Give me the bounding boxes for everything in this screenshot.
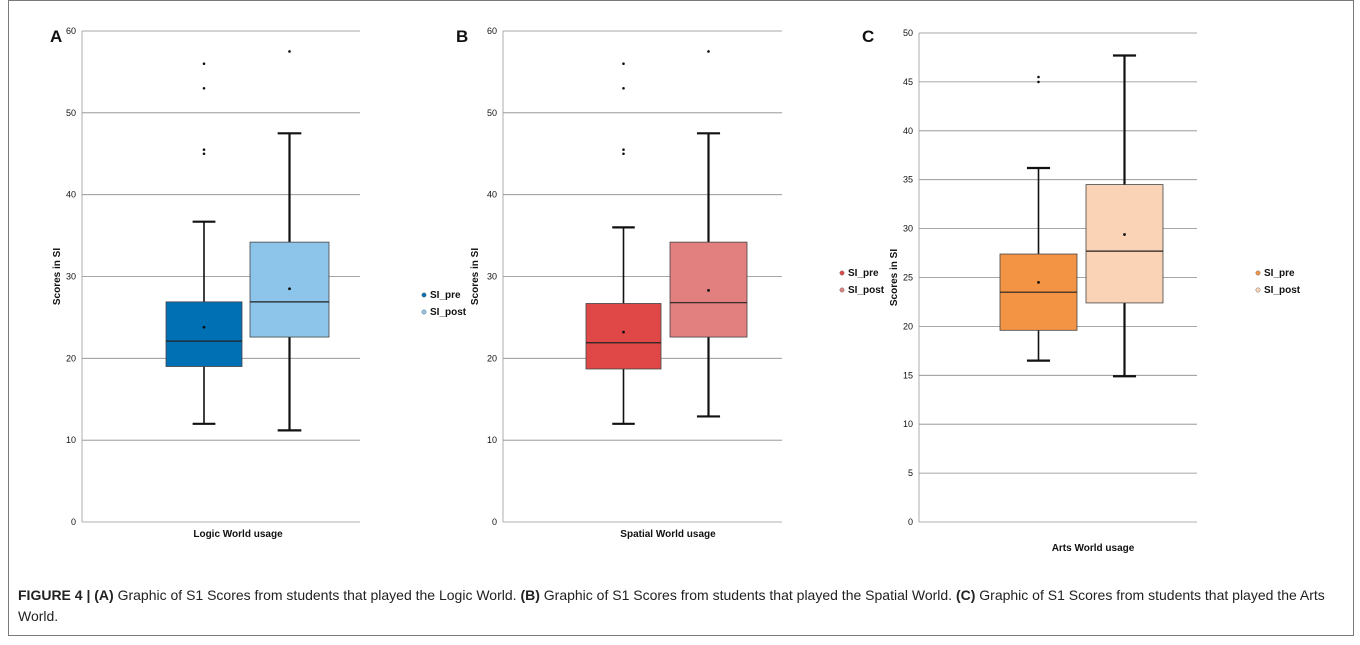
panel-a-ytick-label: 20 <box>66 353 76 363</box>
panel-c-ytick-label: 20 <box>903 321 913 331</box>
panel-a-ytick-label: 60 <box>66 26 76 36</box>
panel-b-x-axis-title: Spatial World usage <box>620 529 716 540</box>
panel-b-ytick-label: 0 <box>492 517 497 527</box>
panel-c-si-pre-outlier <box>1037 75 1040 79</box>
panel-a-si-post-mean-point <box>288 287 291 291</box>
panel-a-ytick-label: 40 <box>66 190 76 200</box>
panel-a-si-post-outlier <box>288 50 291 53</box>
panel-c-ytick-label: 25 <box>903 273 913 283</box>
panel-c-ytick-label: 45 <box>903 77 913 87</box>
panel-c-si-pre-legend-marker <box>1255 270 1261 276</box>
panel-c-si-post-legend-marker <box>1255 287 1261 293</box>
panel-c-ytick-label: 35 <box>903 175 913 185</box>
panel-c-letter: C <box>862 27 874 46</box>
panel-a-letter: A <box>50 27 62 46</box>
panel-b-si-pre-outlier <box>622 148 625 151</box>
panel-b-si-post-legend-marker <box>839 287 845 293</box>
caption-tag-a: (A) <box>94 587 114 603</box>
panel-b-ytick-label: 20 <box>487 353 497 363</box>
panel-b-ytick-label: 10 <box>487 435 497 445</box>
panel-b-ytick-label: 30 <box>487 272 497 282</box>
panel-b-si-post-mean-point <box>707 289 710 292</box>
panel-a-si-post-legend-label: SI_post <box>430 307 467 318</box>
panel-b-si-pre-legend-label: SI_pre <box>848 268 879 279</box>
panel-b-si-pre-outlier <box>622 86 625 90</box>
panel-b-si-post-outlier <box>707 50 710 53</box>
panel-a-si-pre-legend-label: SI_pre <box>430 290 461 301</box>
panel-c-si-pre-mean-point <box>1037 280 1040 284</box>
panel-b-ytick-label: 50 <box>487 108 497 118</box>
panel-c-ytick-label: 15 <box>903 370 913 380</box>
panel-b-si-pre-outlier <box>622 62 625 66</box>
panel-c-ytick-label: 0 <box>908 517 913 527</box>
panel-a-x-axis-title: Logic World usage <box>193 529 283 540</box>
panel-b-ytick-label: 40 <box>487 190 497 200</box>
panel-a-si-pre-outlier <box>202 62 206 66</box>
panel-a-si-pre-mean-point <box>202 325 206 329</box>
panel-b-y-axis-title: Scores in SI <box>470 248 481 305</box>
panel-b-si-post-legend-label: SI_post <box>848 285 885 296</box>
panel-c-si-post-mean-point <box>1123 233 1126 236</box>
panel-b-letter: B <box>456 27 468 46</box>
figure-caption: FIGURE 4 | (A) Graphic of S1 Scores from… <box>18 585 1338 627</box>
panel-a-si-pre-box <box>165 301 243 367</box>
panel-c-ytick-label: 40 <box>903 126 913 136</box>
panel-a-ytick-label: 10 <box>66 435 76 445</box>
panel-c-si-pre-outlier <box>1037 80 1040 84</box>
panel-b-si-pre-mean-point <box>622 330 625 334</box>
panel-a-si-pre-outlier <box>202 152 206 156</box>
panel-c-si-pre-legend-label: SI_pre <box>1264 268 1295 279</box>
panel-c-x-axis-title: Arts World usage <box>1052 543 1135 554</box>
panel-c-si-post-box <box>1085 184 1164 304</box>
caption-tag-b: (B) <box>520 587 540 603</box>
caption-text-a: Graphic of S1 Scores from students that … <box>113 587 521 603</box>
caption-text-b: Graphic of S1 Scores from students that … <box>539 587 956 603</box>
caption-tag-c: (C) <box>955 587 976 603</box>
panel-c-ytick-label: 30 <box>903 224 913 234</box>
caption-lead: FIGURE 4 | <box>18 587 91 603</box>
caption-text-c: Graphic of S1 Scores from students that … <box>18 587 1325 624</box>
panel-a-ytick-label: 30 <box>66 272 76 282</box>
panel-b-si-pre-box <box>585 303 662 370</box>
panel-a-ytick-label: 0 <box>71 517 76 527</box>
panel-c-ytick-label: 5 <box>908 468 913 478</box>
panel-b-si-pre-outlier <box>622 152 625 156</box>
panel-a-si-pre-legend-marker <box>421 292 427 298</box>
panel-a-si-post-legend-marker <box>421 309 427 315</box>
panel-c-ytick-label: 50 <box>903 28 913 38</box>
panel-c-y-axis-title: Scores in SI <box>889 249 900 306</box>
panel-b-si-pre-legend-marker <box>839 270 845 276</box>
figure-frame <box>8 0 1354 636</box>
panel-a-y-axis-title: Scores in SI <box>52 248 63 305</box>
panel-c-ytick-label: 10 <box>903 419 913 429</box>
panel-a-si-pre-outlier <box>202 86 206 90</box>
panel-a-ytick-label: 50 <box>66 108 76 118</box>
panel-b-ytick-label: 60 <box>487 26 497 36</box>
panel-c-si-post-legend-label: SI_post <box>1264 285 1301 296</box>
panel-a-si-pre-outlier <box>202 148 206 151</box>
